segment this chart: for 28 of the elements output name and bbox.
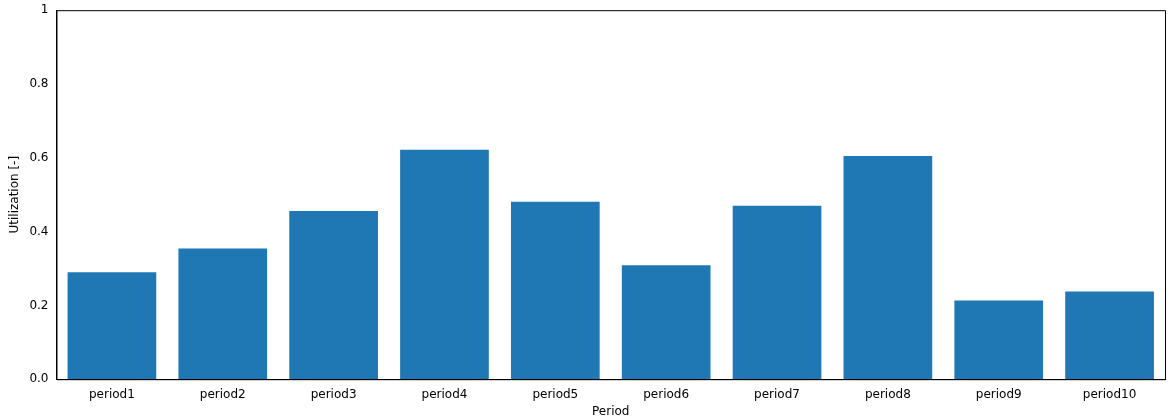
y-axis-title: Utilization [-]: [7, 155, 22, 234]
y-tick-label: 0.8: [29, 76, 49, 91]
x-tick-label: period4: [421, 386, 468, 401]
x-axis-title: Period: [592, 403, 630, 418]
bar: [954, 300, 1044, 380]
bar: [510, 201, 600, 380]
x-tick-label: period6: [643, 386, 690, 401]
y-tick-label: 0.4: [29, 223, 49, 238]
bar: [400, 149, 489, 380]
x-tick-label: period2: [199, 386, 246, 401]
bar: [621, 265, 711, 380]
y-tick-label: 1: [40, 2, 49, 17]
y-tick-label: 0.2: [29, 297, 49, 312]
bar: [289, 210, 378, 380]
x-tick-label: period8: [864, 386, 911, 401]
bar: [843, 155, 933, 380]
y-tick-label: 0.0: [29, 371, 49, 386]
x-tick-label: period1: [88, 386, 135, 401]
bar: [1065, 291, 1154, 380]
x-tick-label: period3: [310, 386, 357, 401]
bar: [67, 272, 157, 380]
x-tick-label: period7: [754, 386, 800, 401]
bar: [732, 205, 822, 380]
x-tick-label: period10: [1082, 386, 1137, 401]
bar: [178, 248, 268, 380]
x-tick-label: period5: [532, 386, 579, 401]
y-tick-label: 0.6: [29, 149, 49, 164]
x-tick-label: period9: [975, 386, 1022, 401]
